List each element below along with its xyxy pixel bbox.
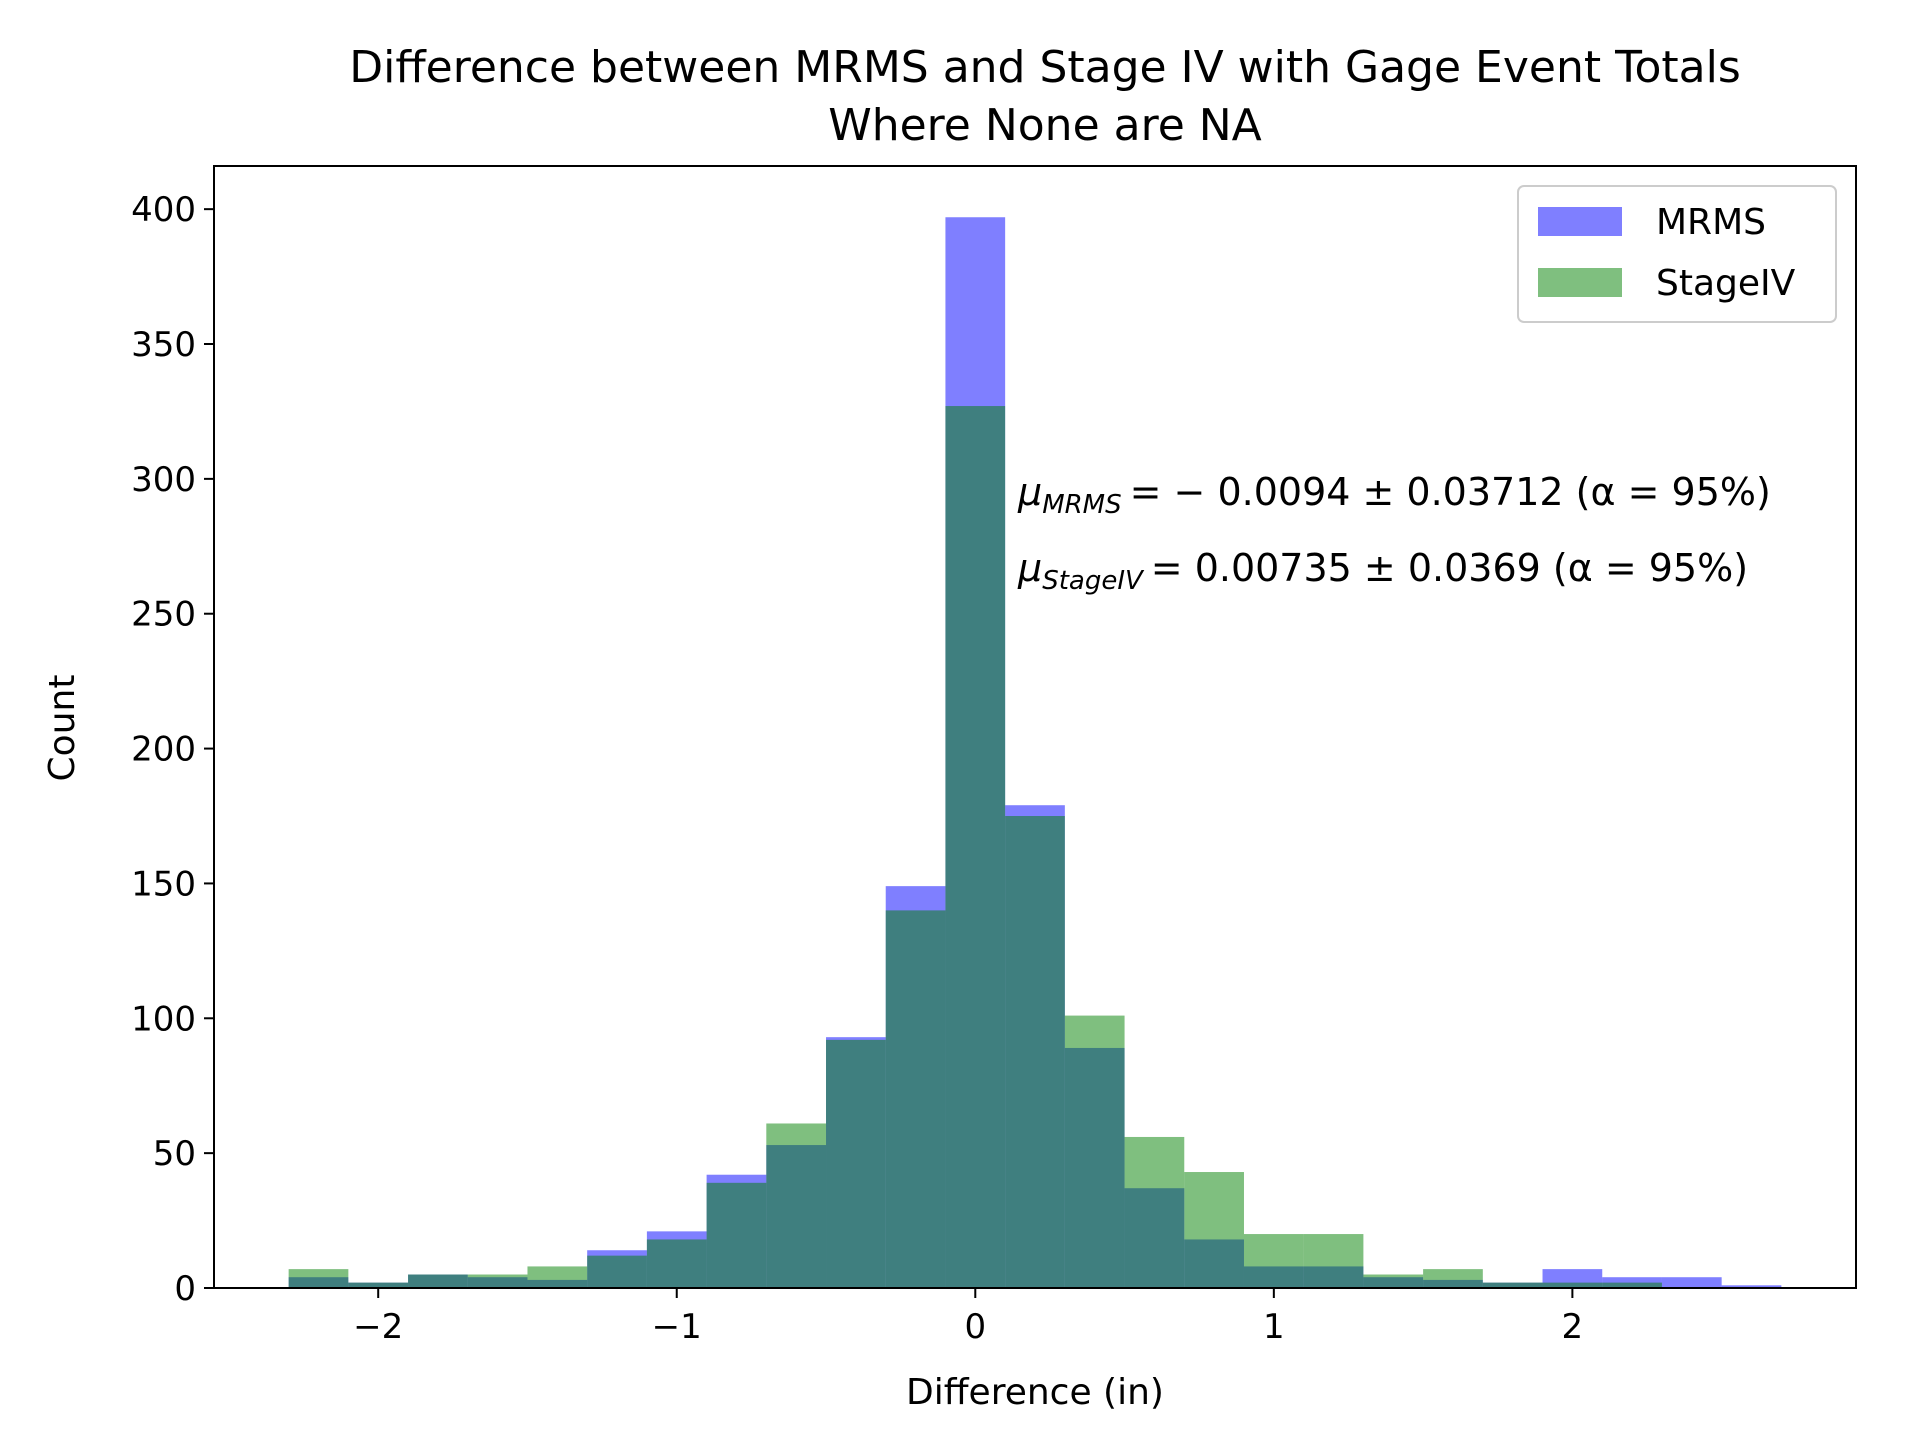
y-tick-label: 100 [131,999,196,1039]
bar-stageiv [1423,1269,1483,1288]
legend-swatch-mrms [1538,207,1622,236]
x-tick-label: 0 [964,1307,986,1347]
chart-title-line-1: Difference between MRMS and Stage IV wit… [349,42,1741,93]
y-tick-label: 350 [131,325,196,365]
y-tick-label: 50 [153,1134,196,1174]
bar-stageiv [1602,1282,1662,1288]
y-tick-label: 400 [131,190,196,230]
bar-stageiv [1005,816,1065,1288]
bar-stageiv [288,1269,349,1288]
bar-stageiv [1542,1282,1603,1288]
bar-stageiv [1243,1234,1304,1288]
x-tick-label: −2 [353,1307,403,1347]
bar-stageiv [1064,1015,1125,1288]
bar-stageiv [826,1039,886,1288]
chart-title-line-2: Where None are NA [828,100,1262,151]
legend: MRMS StageIV [1517,185,1837,323]
bar-stageiv [945,406,1006,1288]
bar-stageiv [408,1274,468,1288]
bar-mrms [1661,1277,1722,1288]
annotation-mrms-subscript: MRMS [1042,490,1121,520]
legend-swatch-stageiv [1538,268,1622,297]
legend-label-stageiv: StageIV [1656,263,1796,304]
y-tick-label: 200 [131,730,196,770]
mu-symbol: μ [1017,470,1042,514]
y-axis-label: Count [42,675,83,782]
bar-stageiv [646,1239,707,1288]
y-tick-label: 150 [131,864,196,904]
x-tick-label: 2 [1562,1307,1584,1347]
bar-stageiv [706,1182,767,1288]
annotation-stageiv-subscript: StageIV [1042,566,1145,596]
bar-stageiv [587,1255,647,1288]
annotation-mrms-value: = − 0.0094 ± 0.03712 (α = 95%) [1130,470,1771,514]
y-tick-label: 300 [131,460,196,500]
bar-stageiv [527,1266,588,1288]
plot-frame [213,165,1857,1289]
y-axis-ticks: 0 50 100 150 200 250 300 350 400 [131,190,214,1309]
bar-stageiv [1482,1282,1543,1288]
annotation-stageiv-value: = 0.00735 ± 0.0369 (α = 95%) [1151,546,1748,590]
y-tick-label: 250 [131,595,196,635]
bar-stageiv [467,1274,528,1288]
x-tick-label: 1 [1263,1307,1285,1347]
annotation-mrms: μMRMS = − 0.0094 ± 0.03712 (α = 95%) [1017,470,1771,520]
bar-mrms [1721,1285,1782,1288]
stat-annotations: μMRMS = − 0.0094 ± 0.03712 (α = 95%) μSta… [1017,470,1771,596]
bars-layer [288,217,1782,1288]
bar-stageiv [1363,1274,1424,1288]
x-axis-label: Difference (in) [906,1372,1164,1413]
bar-stageiv [1303,1234,1364,1288]
bar-stageiv [885,910,946,1288]
annotation-stageiv: μStageIV = 0.00735 ± 0.0369 (α = 95%) [1017,546,1748,596]
bar-stageiv [348,1282,409,1288]
y-tick-label: 0 [174,1269,196,1309]
bar-stageiv [1184,1172,1244,1288]
bar-stageiv [1124,1136,1185,1288]
mu-symbol: μ [1017,546,1042,590]
legend-label-mrms: MRMS [1656,202,1766,243]
x-axis-ticks: −2 −1 0 1 2 [353,1288,1583,1347]
bar-stageiv [766,1123,827,1288]
x-tick-label: −1 [652,1307,702,1347]
